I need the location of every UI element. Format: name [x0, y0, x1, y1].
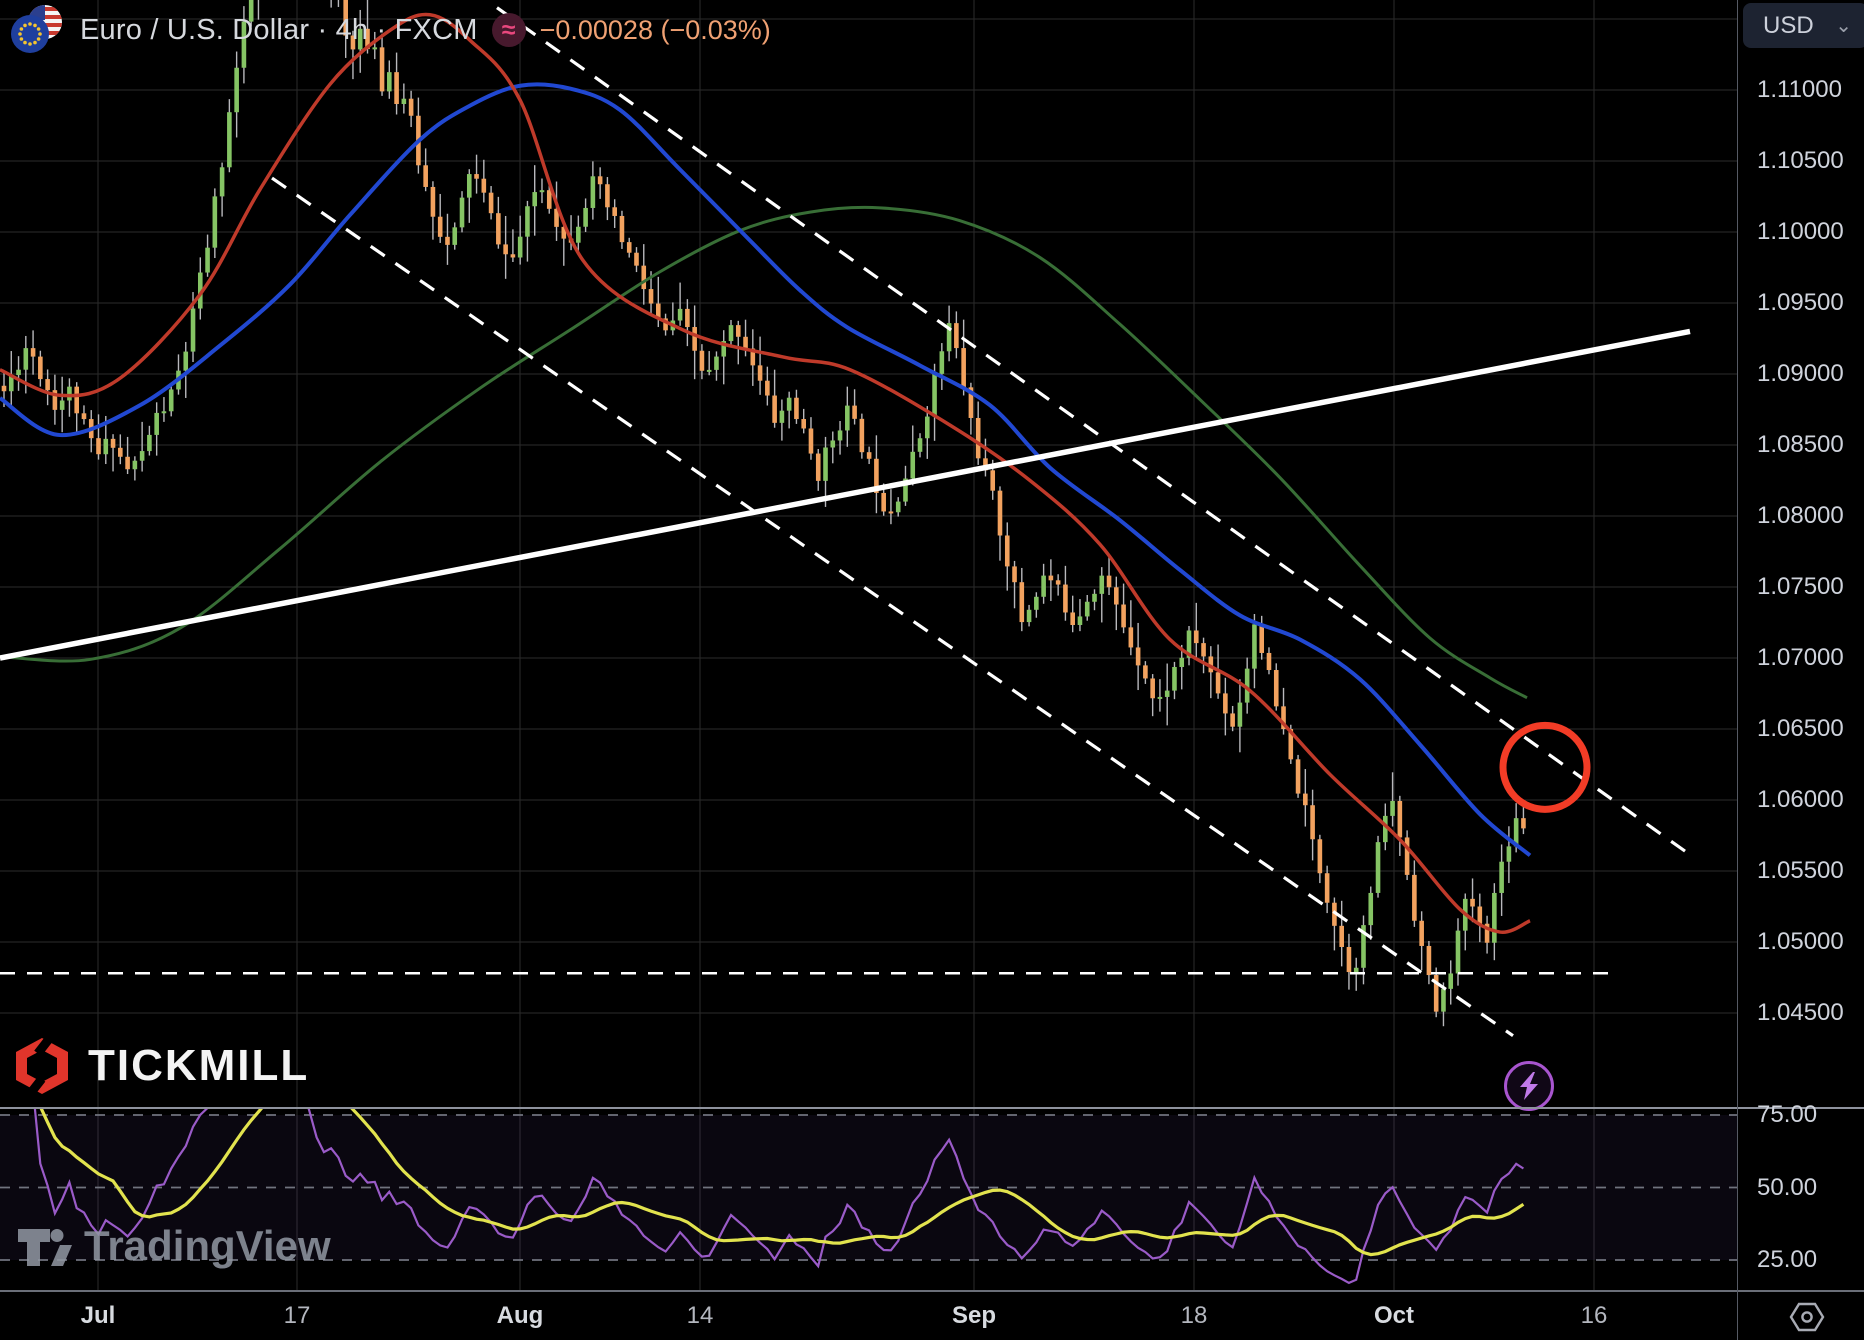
currency-unit-button[interactable]: USD ⌄ — [1743, 3, 1864, 48]
lightning-button[interactable] — [1504, 1061, 1554, 1111]
price-tick-label: 1.11000 — [1757, 76, 1842, 103]
price-tick-label: 1.05000 — [1757, 928, 1844, 955]
main-chart-canvas[interactable] — [0, 0, 1737, 1107]
slow-ma — [0, 205, 1528, 700]
time-tick-label: Sep — [951, 1302, 996, 1329]
currency-pair-flags-icon — [10, 4, 66, 56]
delayed-data-badge-icon: ≈ — [491, 13, 526, 47]
ascending-trendline[interactable] — [0, 328, 1691, 661]
channel-upper-dashed[interactable] — [496, 6, 1696, 860]
rsi-tick-label: 25.00 — [1757, 1246, 1818, 1273]
price-tick-label: 1.10000 — [1757, 218, 1844, 245]
price-tick-label: 1.09000 — [1757, 360, 1844, 387]
price-tick-label: 1.08000 — [1757, 502, 1844, 529]
time-tick-label: Oct — [1373, 1302, 1414, 1329]
rsi-ma-line — [39, 1109, 1525, 1257]
price-tick-label: 1.05500 — [1757, 857, 1844, 884]
time-tick-label: Jul — [80, 1302, 116, 1329]
price-axis-border — [1737, 0, 1738, 1340]
price-tick-label: 1.07000 — [1757, 644, 1844, 671]
tradingview-watermark-text: TradingView — [84, 1222, 331, 1269]
rsi-tick-label: 75.00 — [1757, 1101, 1818, 1128]
scale-settings-button[interactable] — [1787, 1300, 1827, 1334]
chevron-down-icon: ⌄ — [1835, 15, 1852, 37]
tickmill-hexagon-icon — [16, 1036, 68, 1096]
pane-separator[interactable] — [0, 1107, 1864, 1109]
approx-glyph: ≈ — [501, 15, 516, 44]
price-tick-label: 1.07500 — [1757, 573, 1844, 600]
currency-unit-label: USD — [1763, 11, 1814, 39]
time-tick-label: 16 — [1580, 1302, 1608, 1329]
gridlines — [0, 0, 1737, 1107]
drawings-layer — [0, 6, 1696, 1038]
price-tick-label: 1.06500 — [1757, 715, 1844, 742]
time-tick-label: 18 — [1180, 1302, 1208, 1329]
price-tick-label: 1.09500 — [1757, 289, 1844, 316]
rsi-line — [33, 1109, 1525, 1285]
eu-flag-icon — [11, 15, 49, 53]
time-tick-label: 14 — [686, 1302, 714, 1329]
rsi-pane-canvas[interactable] — [0, 1109, 1737, 1290]
price-tick-label: 1.10500 — [1757, 147, 1844, 174]
candles-layer — [1, 0, 1526, 1027]
symbol-title[interactable]: Euro / U.S. Dollar · 4h · FXCM — [80, 13, 478, 46]
tradingview-watermark: TradingView — [16, 1222, 331, 1270]
tickmill-logo: TICKMILL — [12, 1036, 309, 1096]
price-change-text: −0.00028 (−0.03%) — [539, 14, 771, 45]
channel-lower-dashed[interactable] — [271, 176, 1514, 1038]
mid-ma — [0, 82, 1532, 857]
tradingview-logo-icon — [18, 1229, 72, 1266]
time-tick-label: Aug — [496, 1302, 544, 1329]
tickmill-logo-text: TICKMILL — [88, 1041, 310, 1090]
rsi-tick-label: 50.00 — [1757, 1173, 1818, 1201]
time-tick-label: 17 — [283, 1302, 311, 1329]
red-circle-annotation[interactable] — [1499, 721, 1591, 813]
fast-ma — [0, 12, 1531, 934]
time-axis-separator — [0, 1290, 1864, 1292]
price-tick-label: 1.04500 — [1757, 999, 1844, 1026]
lightning-bolt-icon — [1520, 1072, 1538, 1100]
price-tick-label: 1.08500 — [1757, 431, 1844, 458]
price-tick-label: 1.06000 — [1757, 786, 1844, 813]
symbol-header: Euro / U.S. Dollar · 4h · FXCM ≈ −0.0002… — [10, 4, 771, 56]
hexagon-settings-icon — [1789, 1302, 1825, 1332]
